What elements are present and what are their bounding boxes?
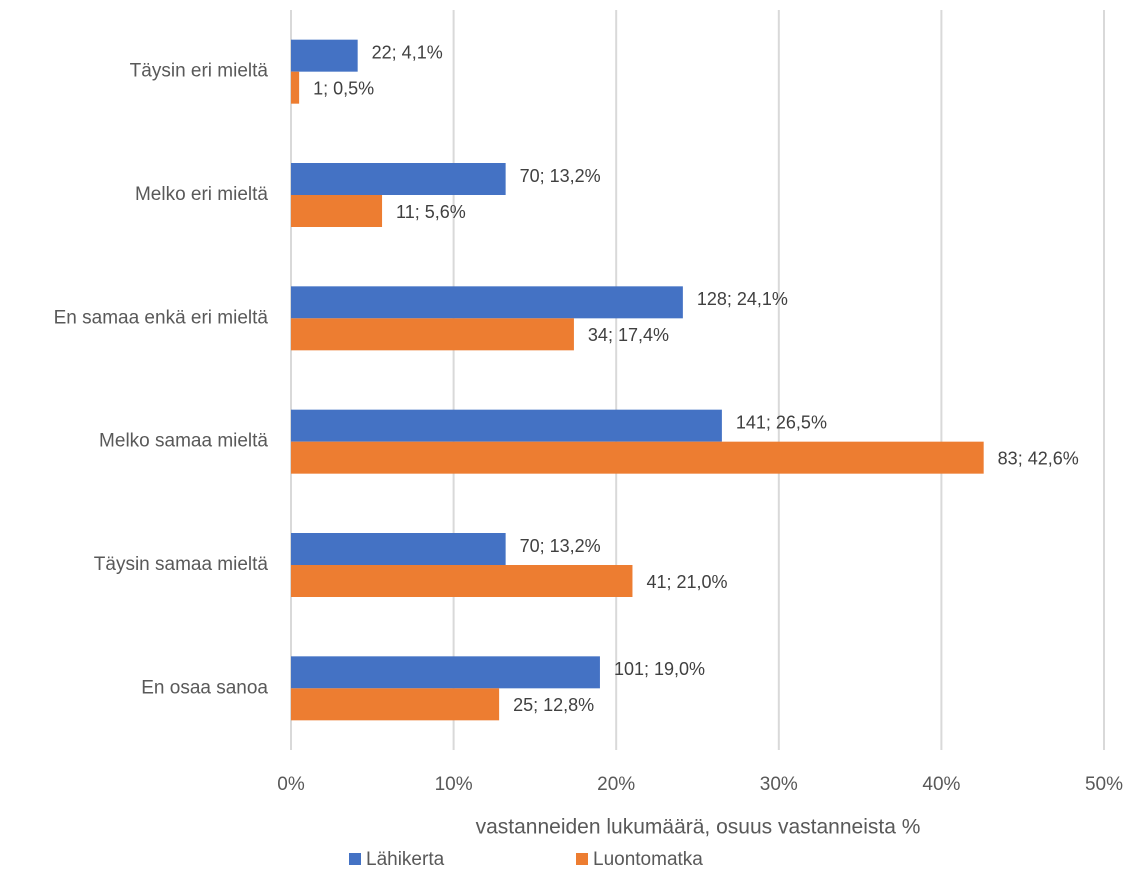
bar [291, 318, 574, 351]
data-label: 101; 19,0% [614, 659, 705, 679]
data-label: 25; 12,8% [513, 695, 594, 715]
legend-swatch [349, 853, 361, 865]
y-tick-label: En samaa enkä eri mieltä [54, 307, 269, 328]
data-label: 70; 13,2% [520, 536, 601, 556]
bar [291, 688, 500, 721]
bar [291, 163, 506, 195]
x-tick-label: 10% [435, 774, 473, 795]
data-label: 141; 26,5% [736, 412, 827, 432]
x-axis-title: vastanneiden lukumäärä, osuus vastanneis… [476, 816, 921, 839]
legend-label: Lähikerta [366, 849, 445, 870]
bar [291, 533, 506, 565]
bar [291, 409, 722, 442]
bar [291, 39, 358, 72]
bar [291, 71, 300, 104]
data-label: 128; 24,1% [697, 289, 788, 309]
data-label: 1; 0,5% [313, 78, 374, 98]
legend-label: Luontomatka [593, 849, 703, 870]
y-tick-label: En osaa sanoa [141, 677, 268, 698]
data-label: 70; 13,2% [520, 166, 601, 186]
bar [291, 441, 984, 474]
data-label: 41; 21,0% [646, 572, 727, 592]
bar [291, 195, 383, 227]
y-tick-label: Täysin eri mieltä [130, 61, 269, 82]
y-tick-label: Melko samaa mieltä [99, 431, 268, 452]
bar [291, 565, 633, 597]
y-tick-label: Täysin samaa mieltä [94, 554, 269, 575]
y-tick-label: Melko eri mieltä [135, 184, 268, 205]
legend-swatch [576, 853, 588, 865]
x-tick-label: 40% [922, 774, 960, 795]
data-label: 34; 17,4% [588, 325, 669, 345]
x-tick-label: 20% [597, 774, 635, 795]
bar [291, 286, 683, 319]
data-label: 22; 4,1% [372, 42, 443, 62]
x-tick-label: 0% [277, 774, 305, 795]
x-tick-label: 30% [760, 774, 798, 795]
data-label: 83; 42,6% [998, 448, 1079, 468]
bar [291, 656, 600, 689]
data-label: 11; 5,6% [396, 202, 466, 222]
x-tick-label: 50% [1085, 774, 1123, 795]
